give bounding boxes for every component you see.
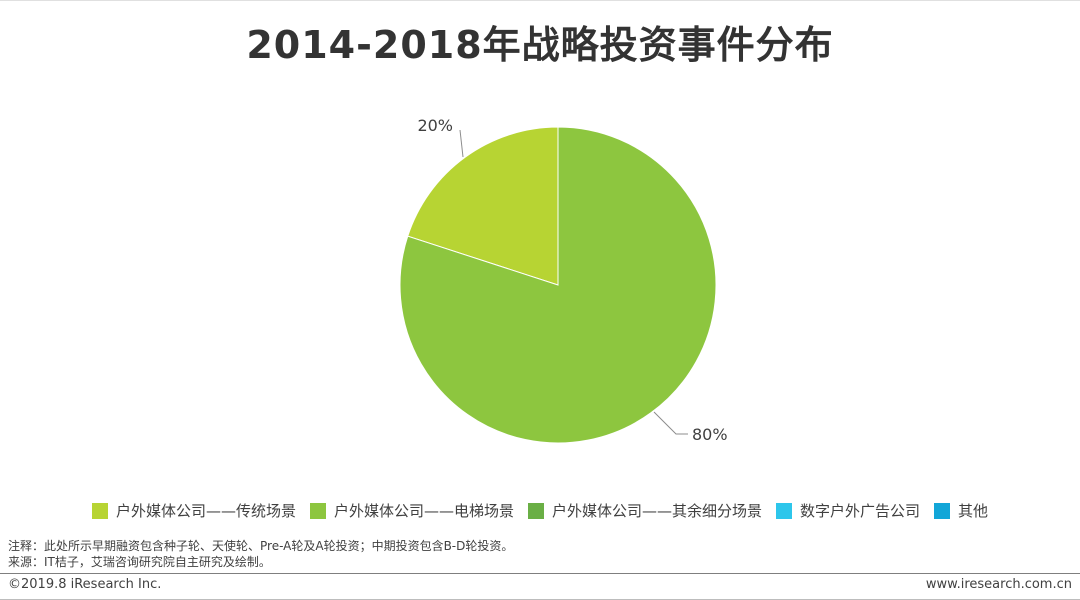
legend-item: 数字户外广告公司 (776, 500, 920, 521)
legend-label: 户外媒体公司——电梯场景 (333, 502, 514, 520)
legend-label: 户外媒体公司——传统场景 (115, 502, 296, 520)
leader-line (459, 129, 464, 158)
legend-swatch (91, 502, 108, 519)
legend-item: 户外媒体公司——传统场景 (91, 500, 296, 521)
chart-note: 注释：此处所示早期融资包含种子轮、天使轮、Pre-A轮及A轮投资；中期投资包含B… (8, 539, 514, 553)
pie-chart: 20% 80% (399, 116, 728, 444)
legend-item: 其他 (934, 500, 988, 521)
footer-divider (0, 573, 1080, 574)
pie-slice (399, 126, 717, 444)
chart-title: 2014-2018年战略投资事件分布 (246, 23, 834, 67)
legend-swatch (309, 502, 326, 519)
top-border (0, 0, 1080, 1)
legend-item: 户外媒体公司——电梯场景 (309, 500, 514, 521)
legend-label: 户外媒体公司——其余细分场景 (551, 502, 762, 520)
legend-swatch (776, 502, 792, 519)
website-link[interactable]: www.iresearch.com.cn (925, 577, 1072, 592)
legend-item: 户外媒体公司——其余细分场景 (527, 500, 762, 521)
chart-legend: 户外媒体公司——传统场景 户外媒体公司——电梯场景 户外媒体公司——其余细分场景… (0, 500, 1080, 521)
copyright-text: ©2019.8 iResearch Inc. (8, 577, 162, 592)
leader-line (653, 411, 688, 435)
legend-swatch (527, 502, 544, 519)
data-label: 20% (417, 116, 453, 135)
chart-source: 来源：IT桔子，艾瑞咨询研究院自主研究及绘制。 (8, 555, 271, 569)
pie-slice (407, 126, 559, 286)
data-label: 80% (692, 425, 728, 444)
legend-label: 其他 (958, 502, 989, 520)
legend-swatch (934, 502, 951, 519)
legend-label: 数字户外广告公司 (800, 502, 921, 520)
